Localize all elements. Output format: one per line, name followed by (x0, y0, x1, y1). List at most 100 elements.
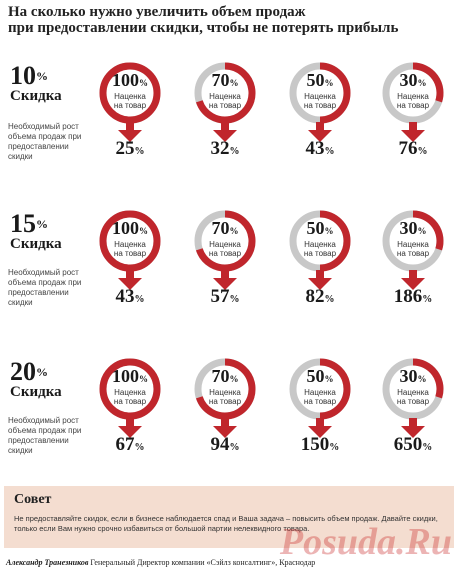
markup-caption: Наценка на товар (378, 92, 448, 110)
markup-ring-graphic (289, 210, 351, 290)
markup-caption-line-1: Наценка (209, 240, 241, 249)
arrow-down-icon (308, 278, 332, 290)
markup-caption: Наценка на товар (378, 240, 448, 258)
ring-markup-arc (195, 358, 256, 420)
title-line-1: На сколько нужно увеличить объем продаж (8, 4, 306, 20)
required-growth-value: 186% (378, 286, 448, 308)
markup-value: 70% (190, 218, 260, 241)
markup-caption: Наценка на товар (190, 388, 260, 406)
arrow-stem (126, 418, 134, 426)
required-growth-value: 94% (190, 434, 260, 456)
growth-percent-sign: % (422, 294, 433, 305)
markup-number: 70 (211, 218, 230, 238)
markup-ring-graphic (289, 62, 351, 142)
markup-percent-sign: % (139, 374, 148, 384)
markup-percent-sign: % (324, 78, 334, 88)
markup-ring-item: 30% Наценка на товар 650% (378, 358, 458, 468)
arrow-stem (409, 270, 417, 278)
markup-ring-graphic (99, 62, 161, 142)
markup-value: 50% (285, 366, 355, 389)
ring-markup-arc (412, 358, 444, 399)
markup-caption-line-1: Наценка (397, 92, 429, 101)
growth-number: 186 (393, 286, 423, 307)
markup-percent-sign: % (417, 78, 427, 88)
markup-value: 50% (285, 70, 355, 93)
arrow-stem (409, 122, 417, 130)
markup-value: 100% (95, 70, 165, 93)
markup-ring-item: 50% Наценка на товар 150% (285, 358, 365, 468)
required-growth-value: 650% (378, 434, 448, 456)
growth-percent-sign: % (422, 442, 433, 453)
markup-number: 70 (211, 70, 230, 90)
markup-ring-item: 30% Наценка на товар 186% (378, 210, 458, 320)
markup-caption-line-1: Наценка (114, 388, 146, 397)
markup-ring-graphic (99, 358, 161, 438)
ring-markup-arc (195, 62, 256, 124)
markup-caption-line-1: Наценка (114, 240, 146, 249)
markup-ring-graphic (99, 210, 161, 290)
required-growth-value: 43% (285, 138, 355, 160)
ring-markup-arc (99, 62, 161, 124)
markup-ring-graphic (194, 210, 256, 290)
ring-markup-arc (319, 358, 351, 420)
markup-caption-line-2: на товар (396, 249, 430, 258)
markup-number: 30 (399, 70, 418, 90)
markup-value: 50% (285, 218, 355, 241)
growth-percent-sign: % (134, 442, 145, 453)
markup-ring-item: 50% Наценка на товар 43% (285, 62, 365, 172)
markup-value: 30% (378, 218, 448, 241)
advice-box: Совет Не предоставляйте скидок, если в б… (4, 486, 454, 548)
markup-number: 30 (399, 366, 418, 386)
markup-number: 30 (399, 218, 418, 238)
growth-number: 82 (305, 286, 325, 307)
growth-number: 94 (210, 434, 230, 455)
markup-caption-line-2: на товар (208, 249, 242, 258)
discount-label: Скидка (10, 88, 62, 104)
markup-ring-item: 100% Наценка на товар 43% (95, 210, 175, 320)
markup-number: 100 (112, 366, 139, 386)
ring-markup-arc (195, 210, 256, 272)
discount-percent-sign: % (36, 365, 48, 379)
markup-caption: Наценка на товар (190, 92, 260, 110)
arrow-stem (316, 122, 324, 130)
arrow-down-icon (401, 130, 425, 142)
arrow-down-icon (308, 426, 332, 438)
ring-markup-arc (319, 62, 351, 124)
growth-percent-sign: % (229, 294, 240, 305)
page-title: На сколько нужно увеличить объем продаж … (8, 4, 448, 36)
markup-ring-item: 70% Наценка на товар 32% (190, 62, 270, 172)
markup-caption: Наценка на товар (190, 240, 260, 258)
markup-value: 70% (190, 70, 260, 93)
growth-number: 650 (393, 434, 423, 455)
advice-title: Совет (14, 492, 52, 507)
markup-value: 30% (378, 70, 448, 93)
ring-markup-arc (319, 210, 351, 272)
markup-percent-sign: % (417, 226, 427, 236)
markup-number: 50 (306, 70, 325, 90)
footer-role: Генеральный Директор компании «Сэйлз кон… (90, 558, 316, 567)
markup-ring-graphic (194, 62, 256, 142)
markup-ring-item: 70% Наценка на товар 94% (190, 358, 270, 468)
markup-caption-line-1: Наценка (397, 388, 429, 397)
arrow-down-icon (308, 130, 332, 142)
markup-ring-graphic (289, 358, 351, 438)
discount-section: 20% Скидка Необходимый рост объема продаж … (0, 358, 460, 518)
markup-ring-graphic (194, 358, 256, 438)
markup-caption-line-2: на товар (303, 101, 337, 110)
growth-number: 32 (210, 138, 230, 159)
growth-number: 25 (115, 138, 135, 159)
ring-markup-arc (99, 210, 161, 272)
required-growth-value: 57% (190, 286, 260, 308)
arrow-down-icon (401, 278, 425, 290)
arrow-stem (221, 418, 229, 426)
required-growth-value: 43% (95, 286, 165, 308)
markup-ring-graphic (382, 62, 444, 142)
arrow-down-icon (118, 130, 142, 142)
markup-ring-item: 30% Наценка на товар 76% (378, 62, 458, 172)
discount-value: 15% (10, 210, 48, 238)
markup-caption-line-2: на товар (113, 249, 147, 258)
markup-percent-sign: % (139, 226, 148, 236)
markup-number: 50 (306, 366, 325, 386)
markup-caption: Наценка на товар (95, 388, 165, 406)
arrow-stem (221, 122, 229, 130)
